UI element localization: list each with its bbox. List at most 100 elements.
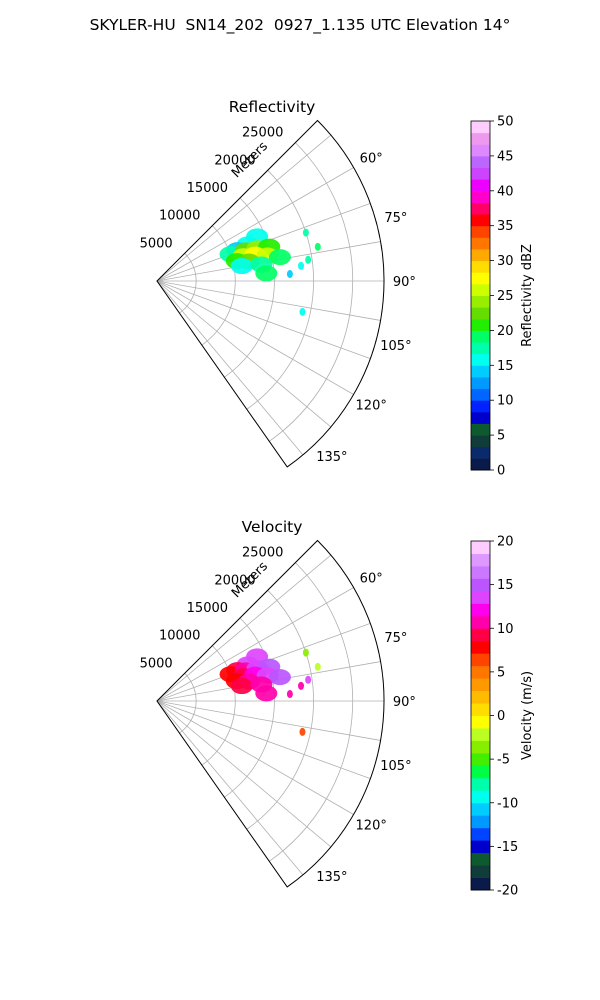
grid-range-ring <box>224 197 275 378</box>
data-cell <box>255 685 278 702</box>
wedge-outline <box>156 119 385 468</box>
colorbar-segment <box>471 578 490 592</box>
colorbar-segment <box>471 214 490 227</box>
radial-tick-label: 10000 <box>159 209 200 224</box>
colorbar-segment <box>471 167 490 180</box>
data-cell <box>305 675 312 684</box>
wedge-outline <box>156 539 385 888</box>
data-cell <box>298 261 305 270</box>
radial-tick-label: 20000 <box>214 153 255 168</box>
colorbar-tick-label: 20 <box>497 324 514 339</box>
colorbar-segment <box>471 225 490 238</box>
colorbar-segment <box>471 640 490 654</box>
colorbar-segment <box>471 740 490 754</box>
data-cell <box>302 228 309 237</box>
colorbar-segment <box>471 765 490 779</box>
colorbar-tick-label: 30 <box>497 254 514 269</box>
colorbar-segment <box>471 260 490 273</box>
colorbar-segment <box>471 590 490 604</box>
data-cell <box>286 270 293 279</box>
grid-range-ring <box>246 170 314 410</box>
grid-radial-line <box>156 280 332 428</box>
colorbar-segment <box>471 827 490 841</box>
angle-tick-label: 105° <box>380 339 411 354</box>
colorbar-tick-label: 5 <box>497 429 505 444</box>
colorbar-tick-label: 10 <box>497 622 514 637</box>
angle-tick-label: 60° <box>360 151 383 166</box>
radial-tick-label: 15000 <box>187 601 228 616</box>
colorbar-segment <box>471 565 490 579</box>
colorbar-segment <box>471 877 490 891</box>
data-cell <box>314 242 321 251</box>
colorbar-segment <box>471 715 490 729</box>
colorbar-segment <box>471 144 490 157</box>
grid-radial-line <box>156 700 332 848</box>
colorbar-segment <box>471 272 490 285</box>
data-cell <box>268 669 291 686</box>
angle-tick-label: 90° <box>393 275 416 290</box>
grid-radial-line <box>156 700 381 741</box>
colorbar-segment <box>471 458 490 471</box>
colorbar-tick-label: 35 <box>497 219 514 234</box>
colorbar-segment <box>471 423 490 436</box>
colorbar-segment <box>471 202 490 215</box>
radial-tick-label: 20000 <box>214 573 255 588</box>
grid-radial-line <box>156 167 354 282</box>
colorbar-segment <box>471 541 490 554</box>
radial-tick-label: 25000 <box>242 546 283 561</box>
data-cell <box>230 678 253 695</box>
colorbar-segment <box>471 777 490 791</box>
grid-range-ring <box>201 645 236 766</box>
colorbar-tick-label: 25 <box>497 289 514 304</box>
colorbar-tick-label: 15 <box>497 359 514 374</box>
colorbar-segment <box>471 353 490 366</box>
angle-tick-label: 105° <box>380 759 411 774</box>
chart-panel-1: Reflectivity500010000150002000025000Mete… <box>140 98 535 479</box>
data-cell <box>230 258 253 275</box>
panel-title: Reflectivity <box>229 98 316 116</box>
grid-radial-line <box>156 554 332 702</box>
angle-tick-label: 75° <box>384 631 407 646</box>
colorbar-segment <box>471 840 490 854</box>
grid-range-ring <box>179 253 197 314</box>
colorbar-tick-label: 0 <box>497 709 505 724</box>
colorbar-segment <box>471 376 490 390</box>
figure-title: SKYLER-HU SN14_202 0927_1.135 UTC Elevat… <box>89 16 511 34</box>
grid-radial-line <box>156 280 381 321</box>
colorbar-tick-label: 50 <box>497 115 514 130</box>
grid-range-ring <box>201 225 236 346</box>
colorbar-tick-label: 40 <box>497 184 514 199</box>
grid-radial-line <box>156 700 371 780</box>
angle-tick-label: 120° <box>356 819 387 834</box>
colorbar-segment <box>471 790 490 804</box>
grid-radial-line <box>156 280 354 395</box>
grid-radial-line <box>156 134 332 282</box>
grid-range-ring <box>224 617 275 798</box>
colorbar-segment <box>471 307 490 320</box>
colorbar-segment <box>471 628 490 642</box>
colorbar-tick-label: 5 <box>497 665 505 680</box>
colorbar-segment <box>471 179 490 192</box>
colorbar-segment <box>471 318 490 331</box>
colorbar-label: Reflectivity dBZ <box>520 244 535 347</box>
data-cell <box>314 662 321 671</box>
angle-tick-label: 90° <box>393 695 416 710</box>
colorbar-segment <box>471 365 490 378</box>
grid-range-ring <box>269 142 354 442</box>
colorbar-segment <box>471 615 490 629</box>
colorbar-segment <box>471 330 490 343</box>
data-cell <box>305 255 312 264</box>
data-cell <box>302 648 309 657</box>
grid-radial-line <box>156 587 354 702</box>
grid-radial-line <box>156 700 304 876</box>
colorbar-segment <box>471 727 490 741</box>
colorbar-segment <box>471 815 490 829</box>
colorbar-segment <box>471 703 490 716</box>
radial-tick-label: 5000 <box>140 656 173 671</box>
angle-tick-label: 75° <box>384 211 407 226</box>
colorbar-tick-label: -10 <box>497 796 518 811</box>
colorbar-segment <box>471 132 490 145</box>
colorbar-segment <box>471 190 490 203</box>
colorbar-tick-label: -5 <box>497 753 510 768</box>
